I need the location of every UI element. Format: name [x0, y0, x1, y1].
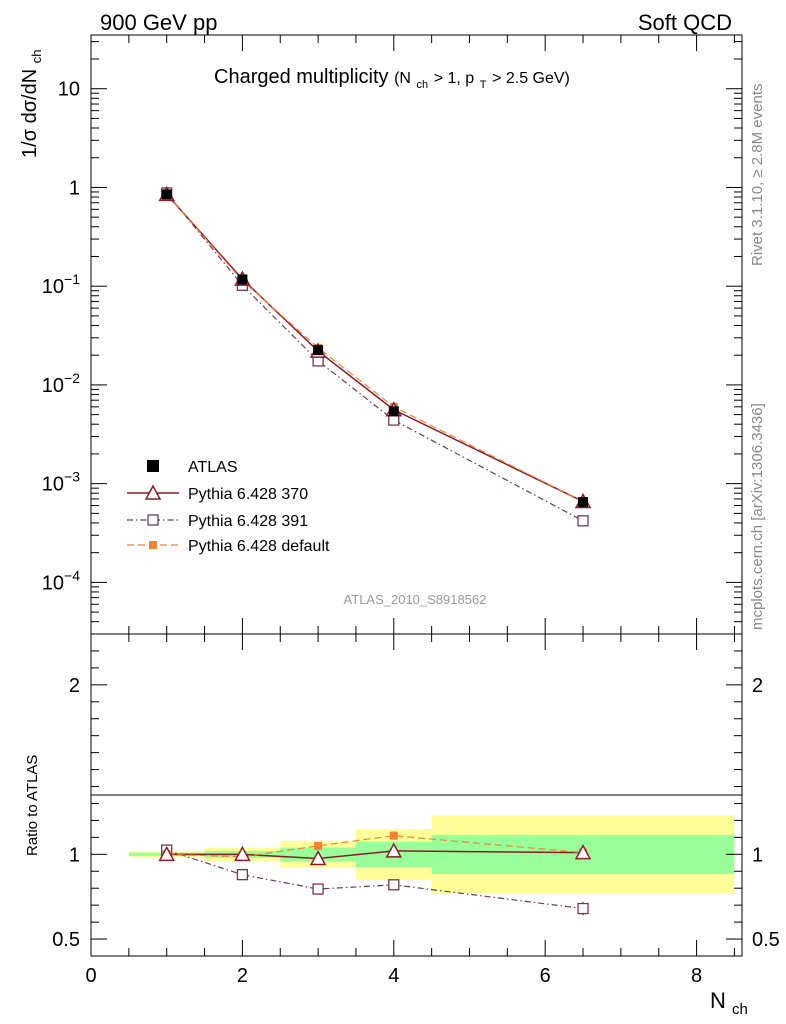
legend-item-p370: Pythia 6.428 370: [127, 484, 308, 503]
y-tick-label-exp: −3: [64, 469, 80, 485]
legend-item-atlas: ATLAS: [147, 459, 238, 476]
ratio-ylabel: Ratio to ATLAS: [24, 755, 41, 856]
legend: ATLAS Pythia 6.428 370 Pythia 6.428 391 …: [127, 459, 330, 555]
ratio-panel: 0.5 0.5 1 1 2 2 0 2 4 6 8 Ratio to ATLAS N ch: [24, 633, 780, 1018]
ratio-y-tick-label-right: 2: [752, 675, 763, 697]
ratio-point-square_open: [312, 883, 324, 895]
header-right: Soft QCD: [638, 10, 732, 35]
analysis-tag: ATLAS_2010_S8918562: [344, 592, 487, 607]
ratio-y-tick-label-right: 0.5: [752, 929, 780, 951]
x-axis-label-sub: ch: [732, 1001, 748, 1018]
main-point-data: [388, 406, 399, 417]
main-point-data: [313, 345, 324, 356]
main-point-data: [578, 497, 589, 508]
title-cut-n-sub: ch: [417, 79, 429, 91]
ratio-point-square_open: [577, 902, 589, 915]
legend-label-atlas: ATLAS: [188, 459, 238, 476]
legend-label-p391: Pythia 6.428 391: [188, 513, 308, 530]
title-cut-pt-sub: T: [480, 79, 487, 91]
ratio-marks: [158, 831, 592, 916]
ratio-point-square_filled: [389, 831, 398, 840]
legend-marker-p391: [147, 514, 159, 526]
ratio-point-triangle: [309, 849, 327, 866]
x-tick-label: 8: [691, 965, 702, 987]
ratio-point-square_filled: [314, 841, 323, 850]
main-title: Charged multiplicity (N ch > 1, p T > 2.…: [214, 66, 570, 93]
ratio-ticks: 0.5 0.5 1 1 2 2 0 2 4 6 8: [52, 634, 780, 987]
legend-marker-atlas: [147, 460, 159, 472]
main-marks: [158, 185, 592, 527]
y-tick-label: 10−4: [42, 567, 80, 594]
x-axis-label-base: N: [710, 988, 726, 1013]
main-point-data: [237, 274, 248, 285]
y-tick-label: 10−2: [42, 370, 80, 397]
rivet-label: Rivet 3.1.10, ≥ 2.8M events: [749, 84, 766, 267]
x-tick-label: 2: [237, 965, 248, 987]
y-tick-label-exp: −1: [64, 271, 80, 287]
y-tick-label-exp: −4: [64, 567, 80, 583]
ratio-y-tick-label-right: 1: [752, 844, 763, 866]
title-cut-n: (N: [394, 70, 411, 87]
ratio-bands: [128, 815, 735, 894]
ratio-line-square_filled: [166, 835, 584, 858]
y-tick-label: 10−1: [42, 271, 80, 298]
main-point-square_open: [388, 414, 400, 426]
title-cut-n-rest: > 1, p: [434, 70, 475, 87]
y-tick-label: 10−3: [42, 469, 80, 496]
main-line-square_filled: [166, 194, 584, 502]
mcplots-label: mcplots.cern.ch [arXiv:1306.3436]: [749, 403, 766, 630]
y-tick-label-base: 10: [42, 276, 64, 298]
main-point-square_open: [577, 515, 589, 527]
header-left: 900 GeV pp: [100, 10, 217, 35]
x-tick-label: 4: [388, 965, 399, 987]
y-tick-label-base: 10: [42, 474, 64, 496]
ratio-point-triangle: [234, 845, 251, 862]
ratio-point-triangle: [158, 845, 175, 862]
ratio-point-square_open: [388, 879, 400, 891]
x-axis-label: N ch: [710, 988, 748, 1018]
y-tick-label: 10: [58, 79, 80, 101]
legend-marker-default: [149, 541, 157, 549]
legend-marker-p370: [144, 484, 162, 500]
ratio-y-tick-label-left: 2: [69, 675, 80, 697]
main-ylabel: 1/σ dσ/dN ch: [19, 50, 44, 158]
legend-item-default: Pythia 6.428 default: [127, 538, 330, 555]
legend-label-default: Pythia 6.428 default: [188, 538, 330, 555]
y-tick-label-base: 10: [42, 572, 64, 594]
main-point-data: [161, 189, 172, 200]
legend-label-p370: Pythia 6.428 370: [188, 486, 308, 503]
main-ylabel-text: 1/σ dσ/dN: [19, 69, 41, 158]
title-cut-pt-rest: > 2.5 GeV): [492, 70, 570, 87]
ratio-frame: [90, 633, 743, 957]
ratio-point-triangle: [385, 842, 403, 858]
ratio-y-tick-label-left: 1: [69, 844, 80, 866]
x-tick-label: 6: [540, 965, 551, 987]
y-tick-label-exp: −2: [64, 370, 80, 386]
ratio-point-square_open: [236, 869, 249, 881]
y-tick-label: 1: [69, 177, 80, 199]
main-title-text: Charged multiplicity: [214, 66, 389, 88]
x-tick-label: 0: [85, 965, 96, 987]
main-ylabel-sub: ch: [29, 50, 44, 64]
ratio-y-tick-label-left: 0.5: [52, 929, 80, 951]
legend-item-p391: Pythia 6.428 391: [127, 513, 308, 530]
main-line-triangle: [166, 193, 584, 503]
ratio-point-triangle: [574, 844, 592, 860]
y-tick-label-base: 10: [42, 375, 64, 397]
